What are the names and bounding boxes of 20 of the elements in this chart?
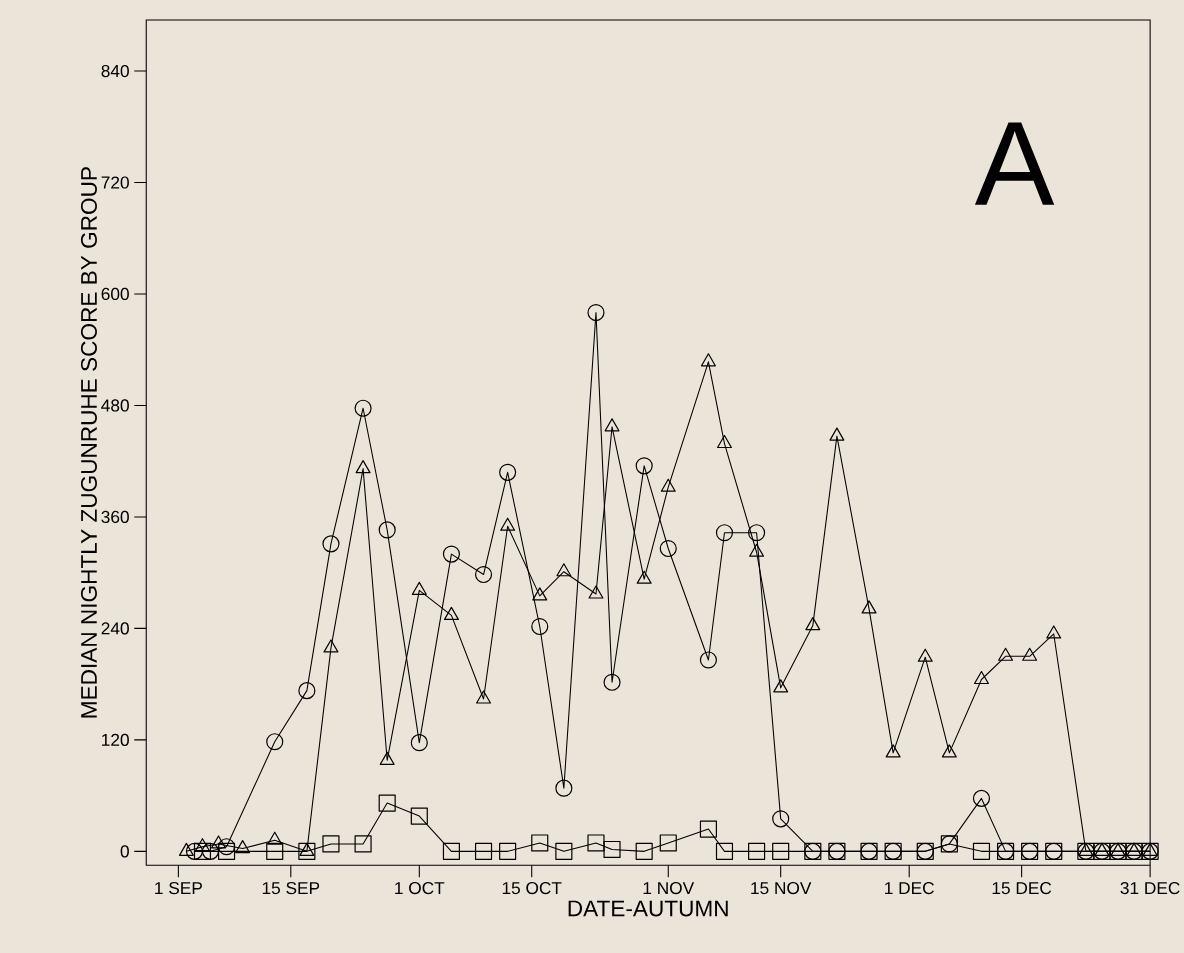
x-tick-label: 1 NOV (643, 881, 695, 895)
y-tick-label: 0 (120, 845, 129, 858)
x-tick-label: 15 DEC (992, 881, 1052, 895)
annotation: A (974, 122, 1055, 205)
x-tick-label: 1 OCT (395, 881, 445, 895)
x-tick-label: 1 SEP (155, 881, 202, 895)
y-tick-label: 120 (102, 733, 129, 746)
x-tick-label: 1 DEC (885, 881, 934, 895)
y-axis-title: MEDIAN NIGHTLY ZUGUNRUHE SCORE BY GROUP (80, 167, 97, 718)
y-tick-label: 240 (101, 622, 129, 635)
y-tick-label: 840 (101, 64, 129, 78)
y-tick-label: 600 (101, 287, 129, 301)
x-tick-label: 15 SEP (262, 881, 320, 895)
y-tick-label: 720 (101, 176, 129, 189)
x-tick-label: 15 OCT (502, 881, 562, 895)
x-tick-label: 31 DEC (1120, 881, 1180, 895)
x-tick-label: 15 NOV (751, 881, 812, 895)
y-tick-label: 480 (101, 399, 129, 412)
x-axis-title: DATE-AUTUMN (568, 900, 728, 917)
y-tick-label: 360 (101, 510, 129, 524)
